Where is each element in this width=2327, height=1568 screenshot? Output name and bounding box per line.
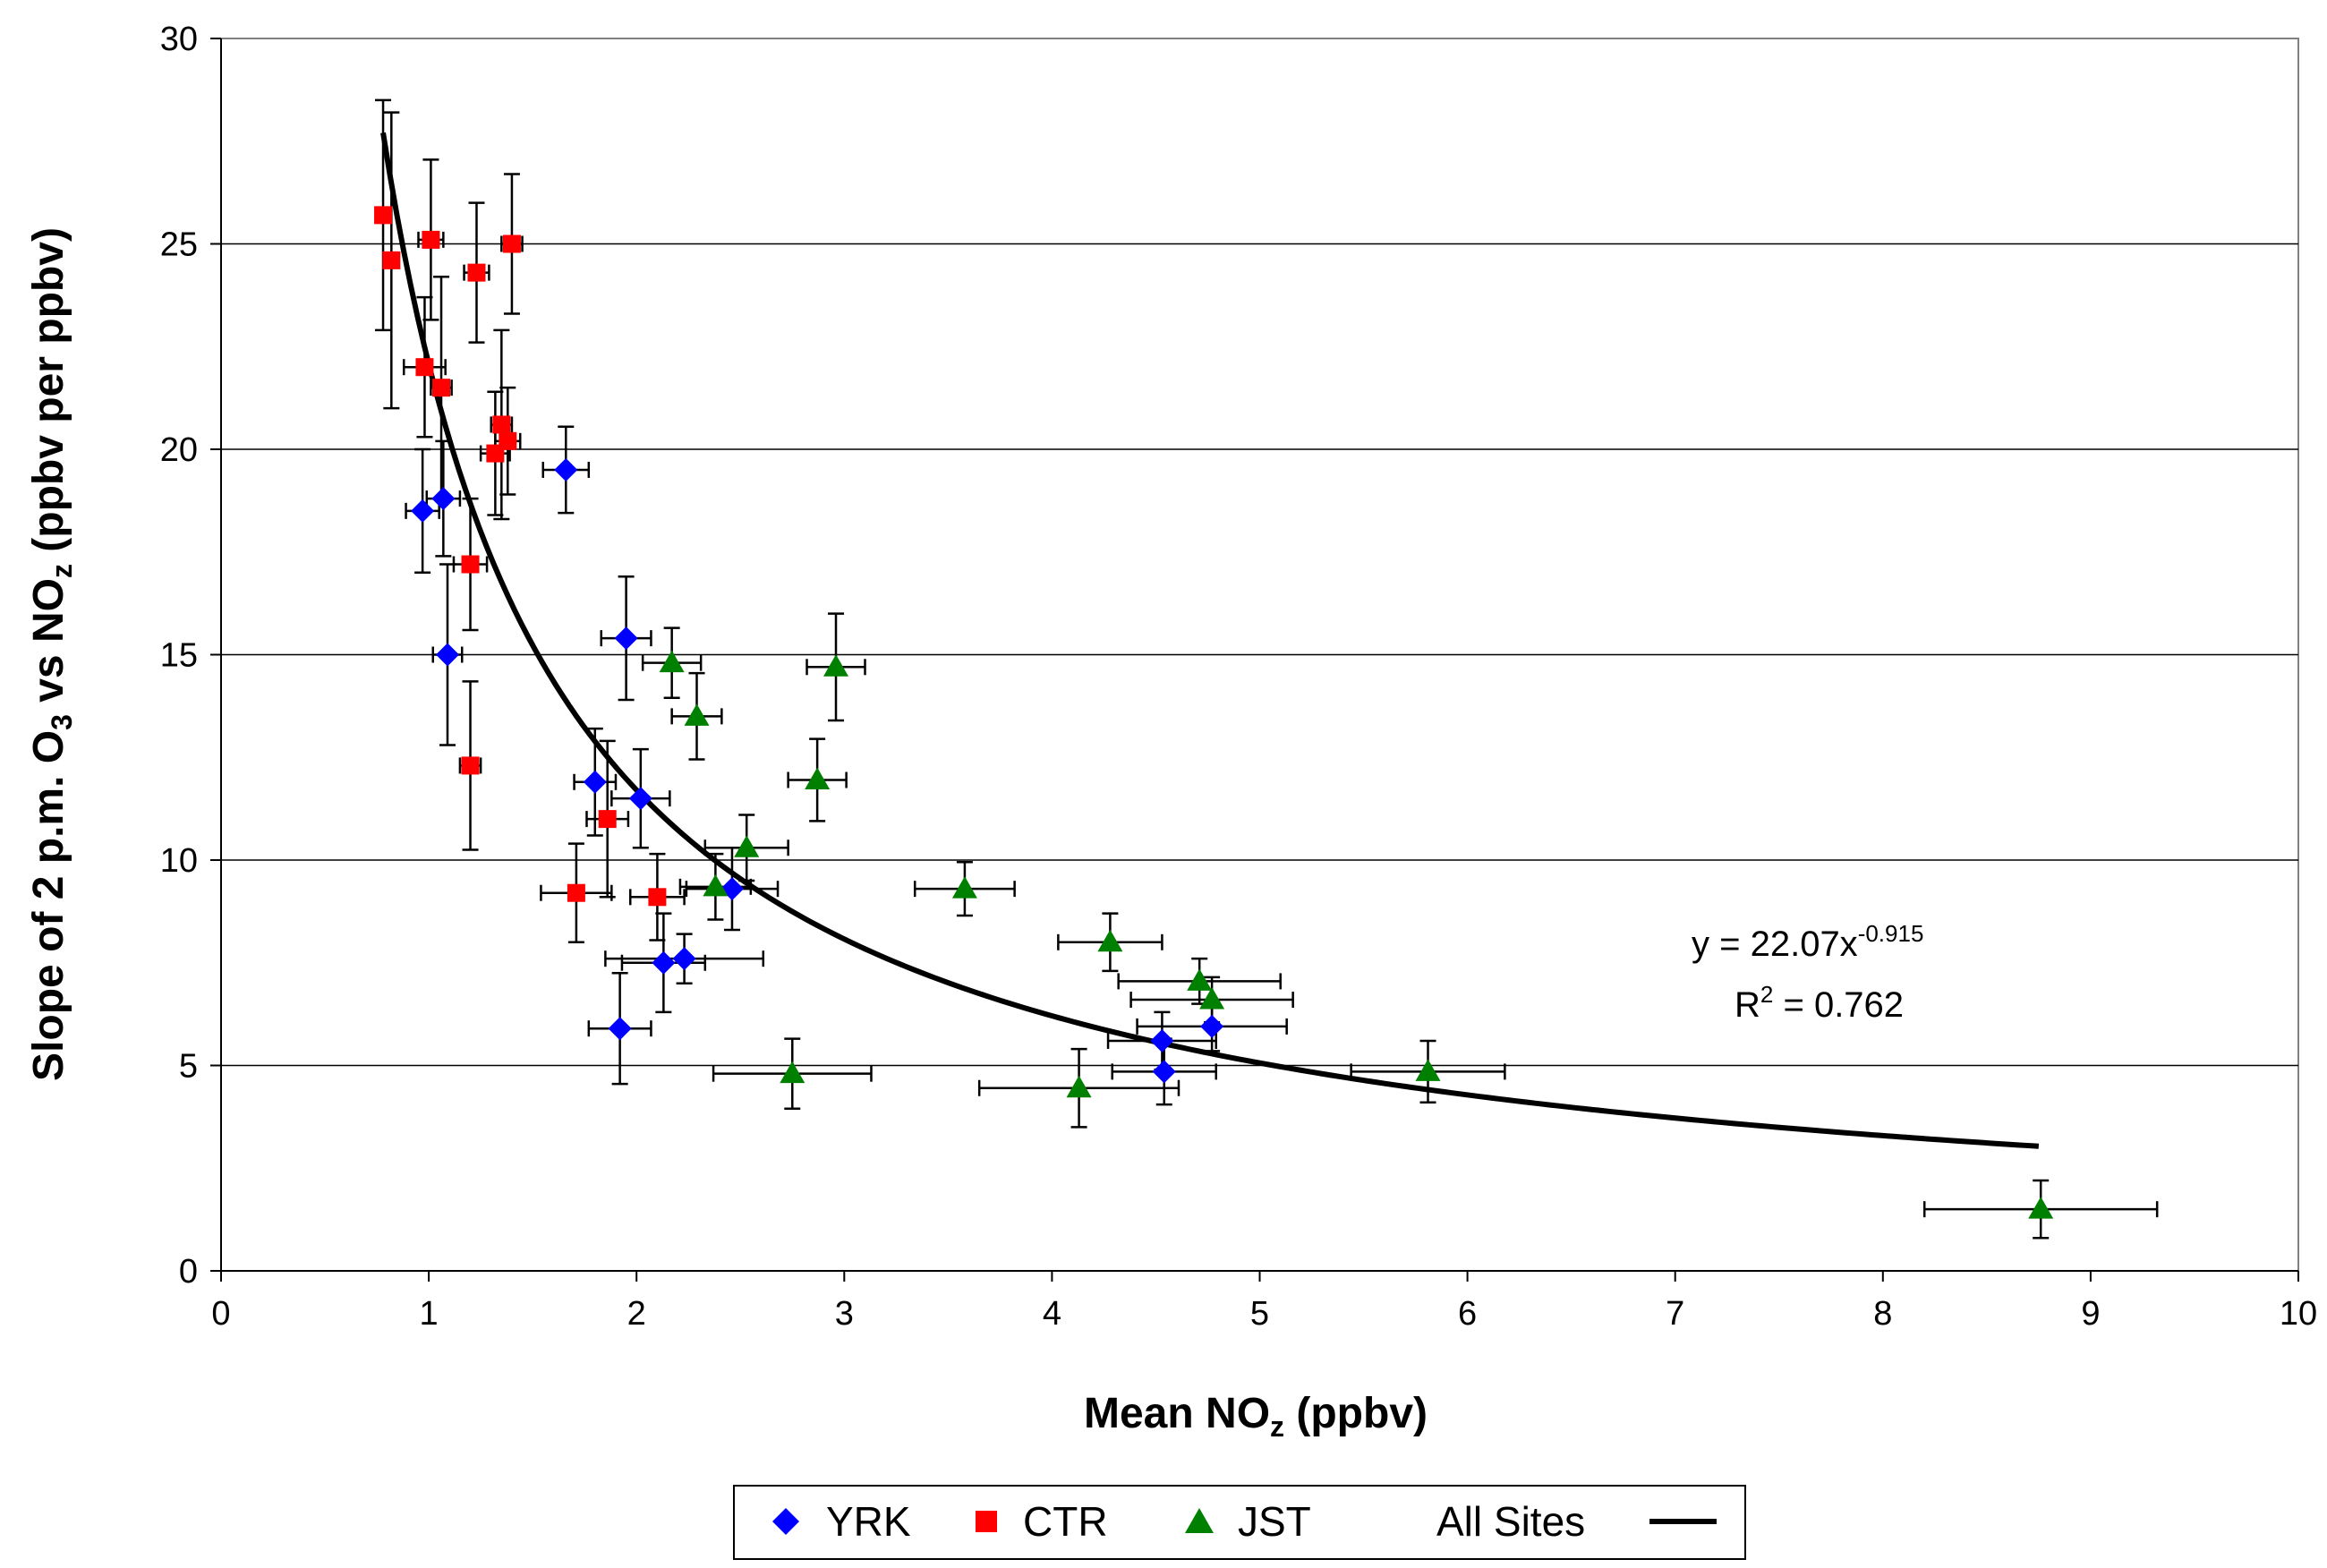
y-tick-label-20: 20 <box>160 431 198 469</box>
errorbar-jst-10 <box>712 1037 873 1110</box>
point-ctr-4 <box>502 234 521 253</box>
legend: YRK CTR JST All Sites <box>733 1485 1746 1560</box>
legend-label-all-sites: All Sites <box>1436 1498 1585 1545</box>
point-jst-3 <box>805 767 831 789</box>
y-tick-label-5: 5 <box>179 1048 198 1086</box>
legend-marker-ctr <box>976 1511 997 1532</box>
x-tick-label-5: 5 <box>1250 1295 1269 1333</box>
point-jst-6 <box>951 876 977 899</box>
point-jst-12 <box>1415 1059 1441 1081</box>
point-jst-13 <box>2028 1197 2054 1219</box>
fit-curve-layer <box>380 132 2040 1149</box>
point-yrk-7 <box>652 950 676 975</box>
point-ctr-12 <box>598 810 617 829</box>
x-tick-label-2: 2 <box>627 1295 646 1333</box>
point-yrk-1 <box>431 487 456 511</box>
data-points <box>374 206 2054 1219</box>
fit-r-squared: R2 = 0.762 <box>1735 981 1904 1025</box>
point-ctr-7 <box>492 415 511 434</box>
point-ctr-6 <box>432 379 451 397</box>
y-tick-label-15: 15 <box>160 637 198 675</box>
point-jst-11 <box>1066 1075 1092 1098</box>
x-tick-label-1: 1 <box>420 1295 439 1333</box>
legend-box <box>733 1485 1746 1560</box>
y-tick-label-25: 25 <box>160 226 198 264</box>
point-ctr-5 <box>415 358 434 377</box>
x-tick-label-0: 0 <box>211 1295 230 1333</box>
point-jst-4 <box>734 835 760 857</box>
x-tick-label-10: 10 <box>2280 1295 2317 1333</box>
x-tick-label-8: 8 <box>1873 1295 1892 1333</box>
point-ctr-10 <box>461 555 480 574</box>
x-tick-label-6: 6 <box>1458 1295 1477 1333</box>
point-jst-5 <box>703 873 729 897</box>
legend-marker-jst <box>1185 1508 1214 1533</box>
point-ctr-14 <box>648 888 667 907</box>
legend-label-jst: JST <box>1238 1498 1311 1545</box>
point-jst-8 <box>1187 968 1213 991</box>
point-jst-1 <box>684 703 710 726</box>
point-ctr-2 <box>422 230 440 249</box>
x-tick-label-3: 3 <box>835 1295 854 1333</box>
point-jst-7 <box>1097 929 1123 952</box>
x-tick-label-7: 7 <box>1666 1295 1684 1333</box>
point-jst-10 <box>780 1061 806 1084</box>
y-tick-label-30: 30 <box>160 21 198 58</box>
fit-equation: y = 22.07x-0.915 <box>1692 920 1923 964</box>
point-yrk-2 <box>435 643 459 667</box>
point-jst-0 <box>659 650 685 673</box>
point-ctr-0 <box>374 206 393 225</box>
point-ctr-11 <box>461 756 480 775</box>
point-ctr-1 <box>382 251 401 269</box>
y-axis-title: Slope of 2 p.m. O3 vs NOz (ppbv per ppbv… <box>25 227 78 1081</box>
x-tick-label-4: 4 <box>1043 1295 1061 1333</box>
point-yrk-12 <box>1152 1060 1176 1084</box>
fit-curve-all-sites <box>380 132 2040 1149</box>
y-tick-label-0: 0 <box>179 1253 198 1291</box>
legend-label-yrk: YRK <box>826 1498 911 1545</box>
point-ctr-9 <box>486 444 505 463</box>
x-axis-title: Mean NOz (ppbv) <box>1084 1390 1428 1443</box>
point-yrk-5 <box>583 770 607 794</box>
legend-marker-yrk <box>772 1508 799 1535</box>
point-yrk-0 <box>411 499 435 523</box>
point-yrk-13 <box>1200 1014 1224 1038</box>
point-yrk-6 <box>628 787 652 811</box>
point-yrk-10 <box>608 1017 632 1041</box>
x-tick-label-9: 9 <box>2081 1295 2100 1333</box>
point-ctr-13 <box>567 883 585 902</box>
point-jst-2 <box>823 654 849 677</box>
point-jst-9 <box>1199 987 1225 1010</box>
point-yrk-8 <box>672 947 696 971</box>
grid-lines <box>221 243 2298 1067</box>
point-yrk-11 <box>1150 1028 1174 1052</box>
legend-label-ctr: CTR <box>1023 1498 1108 1545</box>
point-ctr-3 <box>467 263 486 282</box>
y-tick-label-10: 10 <box>160 842 198 880</box>
point-yrk-4 <box>614 626 638 651</box>
point-yrk-3 <box>554 457 578 481</box>
axis-ticks: 0 1 2 3 4 5 6 7 8 9 10 0 5 10 15 20 25 30 <box>160 21 2317 1333</box>
